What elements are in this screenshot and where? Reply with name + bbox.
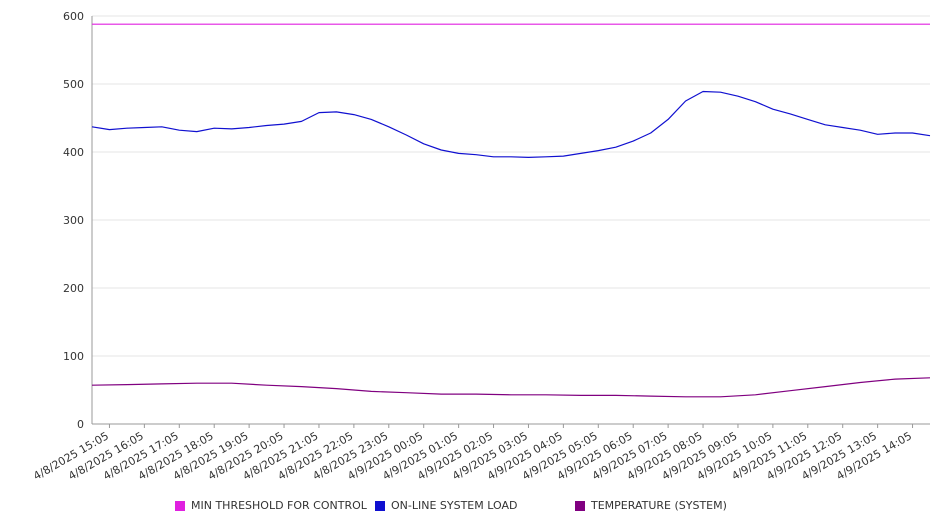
y-tick-label: 100: [63, 350, 84, 363]
legend-swatch: [175, 500, 185, 511]
axes: [91, 16, 930, 428]
legend-item-threshold[interactable]: MIN THRESHOLD FOR CONTROL: [175, 499, 367, 512]
series-line-temperature: [91, 377, 931, 398]
chart-legend: MIN THRESHOLD FOR CONTROL ON-LINE SYSTEM …: [0, 499, 946, 513]
y-tick-label: 200: [63, 282, 84, 295]
y-tick-label: 300: [63, 214, 84, 227]
legend-swatch: [375, 500, 385, 511]
legend-label: MIN THRESHOLD FOR CONTROL: [191, 499, 367, 512]
legend-label: ON-LINE SYSTEM LOAD: [391, 499, 518, 512]
y-tick-label: 500: [63, 78, 84, 91]
line-chart: 0 100 200 300 400 500 600 4/8/2025 15:054/8/20…: [31, 10, 931, 483]
legend-swatch: [575, 500, 585, 511]
y-axis-tick-labels: 0 100 200 300 400 500 600: [63, 10, 84, 431]
y-tick-label: 0: [77, 418, 84, 431]
y-tick-label: 600: [63, 10, 84, 23]
grid-lines: [92, 15, 930, 357]
series-line-load: [91, 90, 931, 158]
series-lines: [91, 23, 931, 398]
y-tick-label: 400: [63, 146, 84, 159]
x-axis-tick-labels: 4/8/2025 15:054/8/2025 16:054/8/2025 17:…: [31, 429, 914, 483]
legend-item-temperature[interactable]: TEMPERATURE (SYSTEM): [575, 499, 727, 512]
legend-label: TEMPERATURE (SYSTEM): [591, 499, 727, 512]
legend-item-load[interactable]: ON-LINE SYSTEM LOAD: [375, 499, 517, 512]
